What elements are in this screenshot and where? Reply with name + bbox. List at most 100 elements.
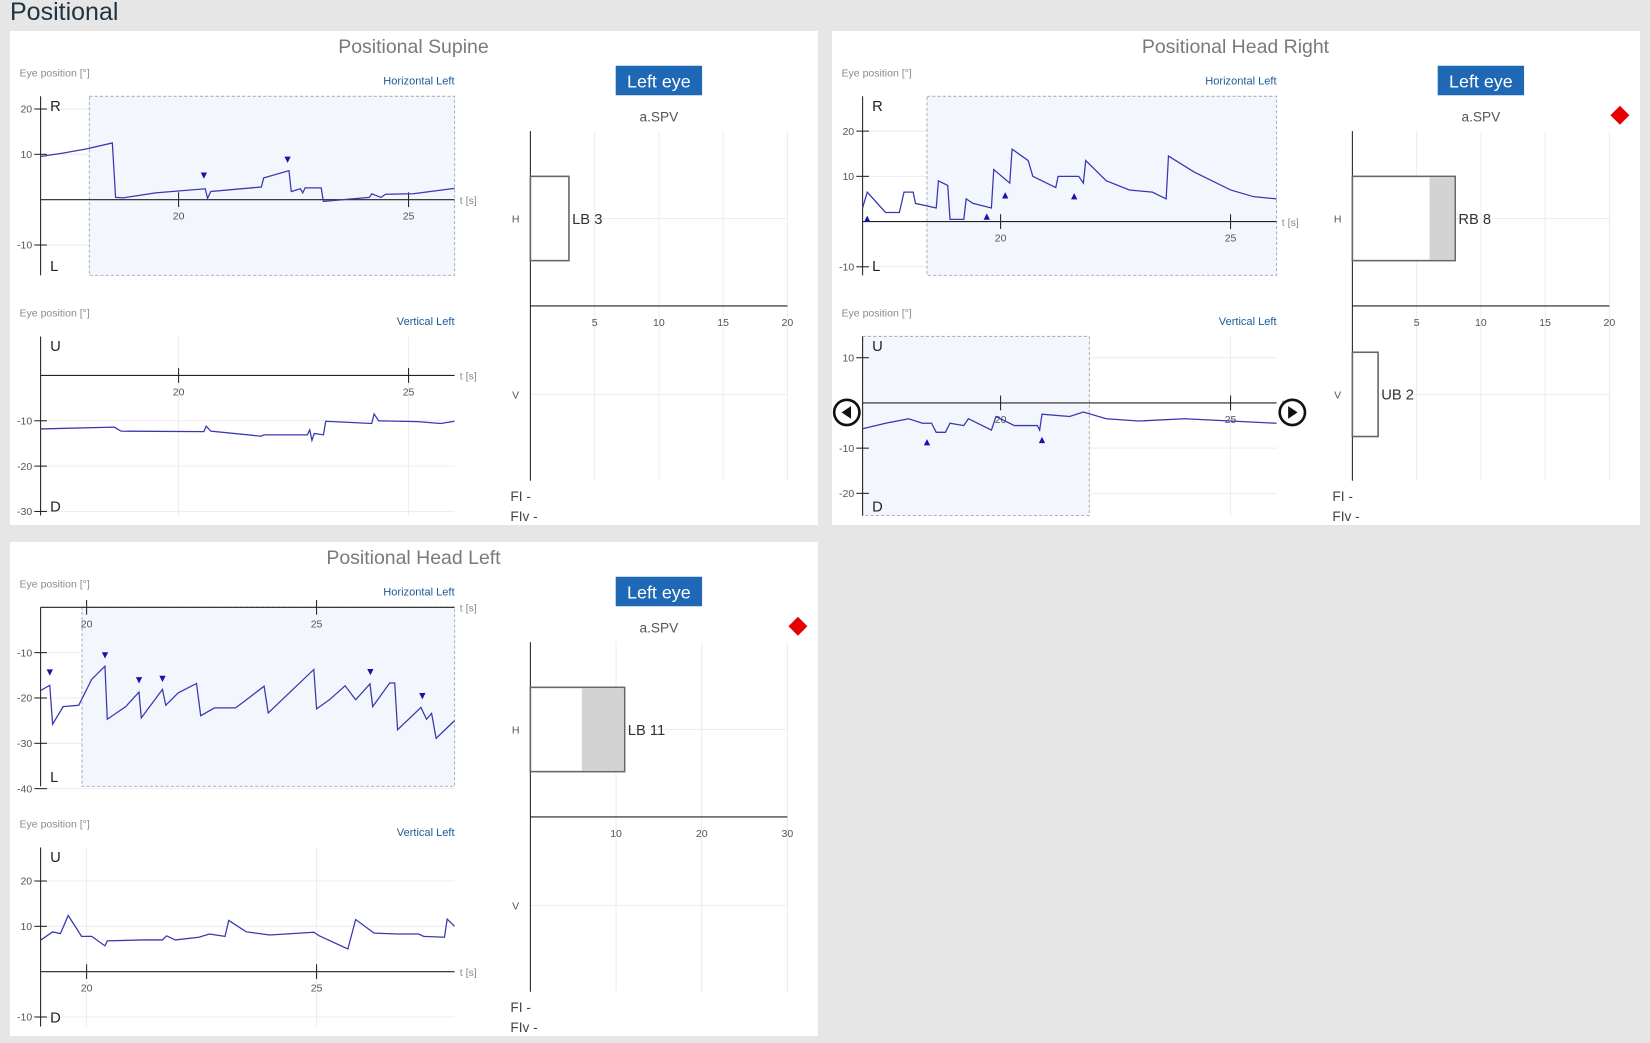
nystagmus-beat-marker xyxy=(284,156,291,163)
panel-title: Positional Head Right xyxy=(1142,36,1330,58)
left-eye-button-bg[interactable] xyxy=(615,65,703,96)
x-tick-label: 20 xyxy=(782,317,794,329)
nystagmus-beat-marker xyxy=(367,668,374,676)
x-tick-label: 20 xyxy=(995,233,1007,245)
y-tick-label: -10 xyxy=(839,261,854,273)
panel-chart: Positional Head Left Eye position [°] Hori… xyxy=(17,547,808,1035)
panel-positional-head-right: Positional Head Right Eye position [°] Hor… xyxy=(832,31,1640,525)
left-eye-button-bg[interactable] xyxy=(1437,65,1525,96)
y-axis-label: Eye position [°] xyxy=(20,67,90,79)
left-eye-button[interactable]: Left eye xyxy=(615,65,703,96)
horizontal-trace-chart: Eye position [°] Horizontal Left -10 -20 -30… xyxy=(17,578,477,795)
panel-title: Positional Supine xyxy=(338,36,488,58)
spv-title: a.SPV xyxy=(639,110,679,125)
y-tick-label: -20 xyxy=(17,693,32,705)
spv-value-label: UB 2 xyxy=(1381,388,1414,404)
x-tick-label: 20 xyxy=(696,828,708,840)
nystagmus-beat-marker xyxy=(159,675,166,683)
y-tick-label: -20 xyxy=(839,488,854,500)
spv-title: a.SPV xyxy=(1461,110,1501,125)
spv-title: a.SPV xyxy=(639,621,679,636)
eye-position-trace xyxy=(40,664,455,740)
left-eye-button-label[interactable]: Left eye xyxy=(627,71,691,91)
y-axis-label: Eye position [°] xyxy=(20,818,90,830)
y-tick-label: -10 xyxy=(839,443,854,455)
direction-label-top: U xyxy=(872,339,883,355)
arrow-right-icon[interactable] xyxy=(1288,406,1298,419)
analysis-selection[interactable] xyxy=(862,335,1090,517)
direction-label-bottom: L xyxy=(872,259,880,275)
y-tick-label: 10 xyxy=(842,352,854,364)
page-title: Positional xyxy=(10,0,119,26)
fixation-index: FI - xyxy=(1332,489,1353,504)
x-tick-label: 20 xyxy=(995,414,1007,426)
nystagmus-beat-marker xyxy=(1002,192,1009,199)
x-tick-label: 20 xyxy=(81,618,93,630)
arrow-left-icon[interactable] xyxy=(841,406,852,419)
x-tick-label: 5 xyxy=(592,317,598,329)
spv-bar-chart: Left eye a.SPV 5 10 15 20 H RB 8 V UB 2 FI - FIv - xyxy=(1332,65,1630,524)
y-tick-label: -10 xyxy=(17,415,32,427)
nystagmus-beat-marker xyxy=(864,215,871,223)
nystagmus-beat-marker xyxy=(983,213,990,220)
channel-label: Vertical Left xyxy=(1219,316,1277,328)
vertical-trace-chart: Eye position [°] Vertical Left -10 -20 -30 t … xyxy=(17,307,477,518)
scroll-left-button[interactable] xyxy=(832,398,861,427)
y-tick-label: -30 xyxy=(17,506,32,518)
fixation-index-vertical: FIv - xyxy=(510,509,537,524)
y-axis-label: Eye position [°] xyxy=(20,307,90,319)
nystagmus-beat-marker xyxy=(200,172,208,179)
left-eye-button[interactable]: Left eye xyxy=(1437,65,1525,96)
x-tick-label: 10 xyxy=(1475,317,1487,329)
nystagmus-beat-marker xyxy=(101,652,109,659)
x-tick-label: 25 xyxy=(1225,233,1237,245)
direction-label-bottom: D xyxy=(872,499,883,515)
y-tick-label: -10 xyxy=(17,647,32,659)
spv-value-label: RB 8 xyxy=(1458,212,1491,228)
y-tick-label: 10 xyxy=(20,149,32,161)
x-tick-label: 25 xyxy=(403,386,415,398)
analysis-selection[interactable] xyxy=(926,95,1278,276)
time-axis-label: t [s] xyxy=(460,967,477,979)
panel-positional-head-left: Positional Head Left Eye position [°] Hori… xyxy=(10,542,818,1036)
x-tick-label: 10 xyxy=(653,317,665,329)
spv-bar-range xyxy=(581,688,624,771)
channel-label: Horizontal Left xyxy=(383,76,454,88)
y-tick-label: -10 xyxy=(17,1012,32,1024)
left-eye-button[interactable]: Left eye xyxy=(615,576,703,607)
fixation-index: FI - xyxy=(510,1000,531,1015)
x-tick-label: 25 xyxy=(311,618,323,630)
spv-bar-chart: Left eye a.SPV 5 10 15 20 H LB 3 V FI - FIv - xyxy=(510,65,794,524)
analysis-selection[interactable] xyxy=(81,606,456,787)
eye-position-trace xyxy=(862,411,1277,433)
scroll-right-button[interactable] xyxy=(1278,398,1307,427)
channel-label: Horizontal Left xyxy=(383,587,454,599)
eye-position-trace xyxy=(861,148,1277,220)
spv-bar xyxy=(529,175,570,262)
row-label: H xyxy=(1334,214,1342,226)
y-tick-label: -40 xyxy=(17,783,32,795)
analysis-selection[interactable] xyxy=(88,95,456,276)
x-tick-label: 5 xyxy=(1414,317,1420,329)
horizontal-trace-chart: Eye position [°] Horizontal Left 20 10 -10 t … xyxy=(839,67,1299,276)
y-tick-label: 10 xyxy=(842,171,854,183)
direction-label-top: R xyxy=(50,99,61,115)
y-tick-label: 10 xyxy=(20,921,32,933)
eye-position-trace xyxy=(40,412,455,443)
nystagmus-beat-marker xyxy=(1038,436,1046,444)
left-eye-button-bg[interactable] xyxy=(615,576,703,607)
vertical-trace-chart: Eye position [°] Vertical Left 20 10 -10 t [s… xyxy=(17,818,477,1027)
direction-label-bottom: D xyxy=(50,1010,61,1026)
x-tick-label: 20 xyxy=(173,211,185,223)
y-tick-label: 20 xyxy=(20,104,32,116)
left-eye-button-label[interactable]: Left eye xyxy=(1449,71,1513,91)
eye-position-trace xyxy=(40,914,455,950)
channel-label: Horizontal Left xyxy=(1205,76,1276,88)
left-eye-button-label[interactable]: Left eye xyxy=(627,582,691,602)
x-tick-label: 20 xyxy=(1604,317,1616,329)
direction-label-bottom: L xyxy=(50,770,58,786)
direction-label-bottom: D xyxy=(50,499,61,515)
time-axis-label: t [s] xyxy=(460,603,477,615)
y-axis-label: Eye position [°] xyxy=(842,307,912,319)
